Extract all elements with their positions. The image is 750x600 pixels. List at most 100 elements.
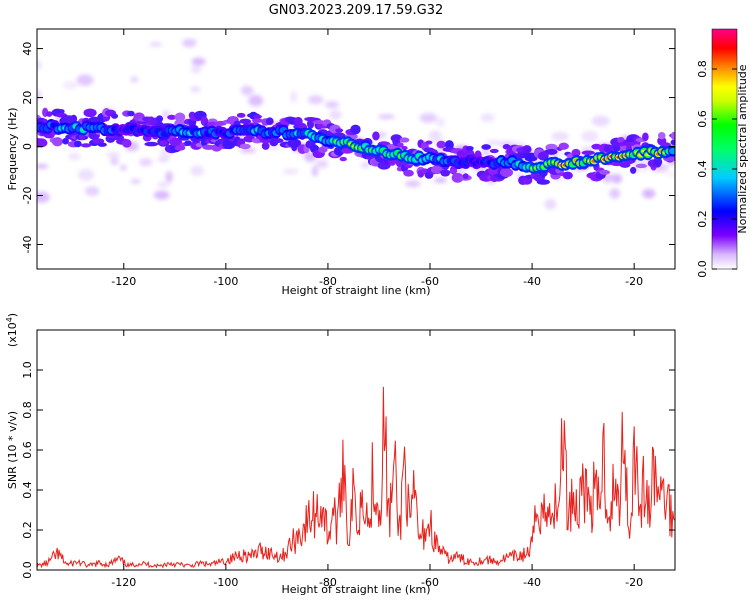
snr-x-tick-label: -80 [319, 576, 337, 589]
spectrogram-envelope-blob [536, 179, 550, 185]
snr-y-tick-label: 0.8 [21, 401, 34, 419]
spectrogram-noise-blob [37, 60, 42, 71]
spectrogram-envelope-blob [174, 112, 186, 122]
snr-x-tick-label: -40 [523, 576, 541, 589]
spectrogram-noise-blob [360, 161, 371, 169]
spectrogram-noise-blob [130, 178, 142, 184]
spectrogram-noise-blob [240, 85, 254, 96]
spectrogram-noise-blob [190, 165, 204, 176]
spectrogram-envelope-blob [401, 145, 408, 151]
snr-x-tick-label: -60 [421, 576, 439, 589]
snr-x-ticks: -120 -100 -80 -60 -40 -20 [111, 330, 643, 589]
spectrogram-noise-blob [248, 94, 264, 107]
spectrogram-envelope-blob [545, 148, 558, 155]
spectrogram-noise-blob [378, 132, 387, 137]
colorbar-tick-label: 0.4 [696, 160, 709, 178]
spectrogram-x-tick-label: -80 [319, 275, 337, 288]
spectrogram-envelope-blob [581, 150, 595, 156]
spectrogram-envelope-blob [272, 138, 284, 144]
spectrogram-envelope-blob [397, 142, 404, 148]
snr-x-tick-label: -20 [625, 576, 643, 589]
spectrogram-noise-blob [106, 151, 121, 158]
spectrogram-envelope-blob [635, 163, 648, 169]
spectrogram-envelope-blob [335, 128, 344, 133]
spectrogram-noise-blob [149, 41, 162, 47]
spectrogram-envelope-blob [436, 140, 446, 149]
spectrogram-envelope-blob [58, 109, 65, 114]
colorbar-tick-label: 0.8 [696, 60, 709, 78]
spectrogram-y-tick-label: -40 [21, 236, 34, 254]
spectrogram-noise-blob [77, 169, 95, 181]
spectrogram-envelope-blob [372, 131, 380, 141]
spectrogram-envelope-blob [237, 138, 246, 145]
spectrogram-envelope-blob [167, 114, 177, 120]
spectrogram-panel: -120 -100 -80 -60 -40 -20 40 20 0 -20 -40 Height … [6, 28, 676, 297]
colorbar-label: Normalized spectral amplitude [736, 64, 749, 233]
spectrogram-envelope-blob [200, 137, 208, 147]
spectrogram-envelope-blob [350, 124, 361, 135]
spectrogram-envelope-blob [253, 114, 262, 119]
spectrogram-envelope-blob [562, 171, 573, 180]
spectrogram-envelope-blob [184, 140, 192, 147]
spectrogram-envelope-blob [670, 139, 675, 146]
spectrogram-envelope-blob [462, 173, 469, 179]
spectrogram-envelope-blob [522, 145, 532, 154]
spectrogram-y-tick-label: 0 [21, 143, 34, 150]
spectrogram-envelope-blob [333, 146, 345, 156]
snr-y-label: SNR (10 * v/v) [6, 411, 19, 489]
spectrogram-noise-blob [581, 130, 599, 142]
spectrogram-noise-blob [485, 139, 502, 146]
spectrogram-x-ticks: -120 -100 -80 -60 -40 -20 [111, 29, 643, 288]
spectrogram-envelope-blob [251, 118, 263, 123]
colorbar: 0.0 0.2 0.4 0.6 0.8 Normalized spectral ampl… [696, 28, 749, 278]
snr-y-multiplier: (x104) [5, 313, 19, 347]
spectrogram-envelope-blob [440, 171, 450, 177]
spectrogram-noise-blob [157, 182, 170, 188]
spectrogram-ridge-mid [668, 147, 675, 155]
spectrogram-envelope-blob [425, 140, 433, 145]
spectrogram-envelope-blob [449, 169, 458, 174]
spectrogram-noise-blob [110, 156, 119, 166]
spectrogram-noise-blob [480, 113, 495, 123]
spectrogram-noise-blob [666, 172, 675, 177]
spectrogram-envelope-blob [122, 139, 132, 148]
spectrogram-noise-blob [239, 147, 257, 153]
spectrogram-noise-blob [433, 177, 448, 183]
spectrogram-envelope-blob [155, 115, 164, 123]
spectrogram-y-tick-label: 40 [21, 42, 34, 56]
spectrogram-envelope-blob [62, 137, 69, 145]
spectrogram-noise-blob [153, 190, 170, 200]
spectrogram-envelope-blob [46, 111, 53, 117]
spectrogram-envelope-blob [339, 156, 347, 162]
spectrogram-noise-blob [609, 188, 621, 199]
spectrogram-envelope-blob [653, 157, 663, 167]
spectrogram-envelope-blob [70, 114, 78, 123]
spectrogram-envelope-blob [670, 131, 675, 141]
spectrogram-noise-blob [191, 57, 206, 66]
spectrogram-envelope-blob [403, 169, 414, 177]
spectrogram-x-tick-label: -100 [213, 275, 238, 288]
spectrogram-noise-blob [377, 114, 395, 119]
spectrogram-envelope-blob [489, 148, 499, 154]
spectrogram-envelope-blob [571, 148, 581, 157]
colorbar-gradient [711, 28, 738, 270]
spectrogram-noise-blob [611, 173, 622, 184]
spectrogram-noise-blob [182, 38, 197, 48]
spectrogram-envelope-blob [239, 143, 251, 150]
spectrogram-noise-blob [419, 113, 438, 123]
spectrogram-noise-blob [189, 86, 201, 93]
spectrogram-noise-blob [68, 152, 81, 161]
spectrogram-x-tick-label: -40 [523, 275, 541, 288]
colorbar-tick-label: 0.0 [696, 260, 709, 278]
spectrogram-envelope-blob [261, 142, 270, 150]
spectrogram-envelope-blob [169, 137, 183, 147]
spectrogram-x-label: Height of straight line (km) [281, 284, 430, 297]
spectrogram-noise-blob [428, 130, 442, 142]
spectrogram-envelope-blob [80, 143, 92, 148]
spectrogram-envelope-blob [236, 112, 246, 118]
spectrogram-envelope-blob [111, 113, 119, 119]
spectrogram-envelope-blob [287, 138, 302, 148]
spectrogram-y-ticks: 40 20 0 -20 -40 [21, 42, 675, 254]
spectrogram-ridge-layer [37, 119, 675, 174]
